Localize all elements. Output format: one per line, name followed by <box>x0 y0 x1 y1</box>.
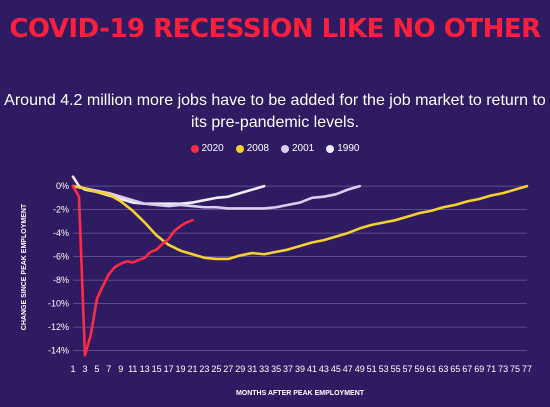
x-tick-label: 73 <box>498 364 508 374</box>
x-tick-label: 57 <box>403 364 413 374</box>
series-line-1990 <box>71 175 266 206</box>
x-axis-title: MONTHS AFTER PEAK EMPLOYMENT <box>236 390 365 397</box>
x-tick-label: 59 <box>414 364 424 374</box>
x-tick-label: 5 <box>94 364 99 374</box>
x-tick-label: 55 <box>391 364 401 374</box>
x-tick-label: 69 <box>474 364 484 374</box>
series-lines <box>71 175 529 357</box>
x-tick-label: 47 <box>343 364 353 374</box>
legend-label: 2020 <box>201 143 224 154</box>
legend-label: 2001 <box>292 143 315 154</box>
gridlines <box>73 185 527 352</box>
x-tick-label: 41 <box>307 364 317 374</box>
x-tick-label: 31 <box>247 364 257 374</box>
x-tick-label: 3 <box>82 364 87 374</box>
y-tick-label: -10% <box>48 299 69 309</box>
x-tick-label: 53 <box>379 364 389 374</box>
legend-swatch <box>190 144 199 153</box>
y-tick-label: 0% <box>56 181 69 191</box>
x-tick-label: 7 <box>106 364 111 374</box>
x-tick-label: 77 <box>522 364 532 374</box>
x-tick-label: 15 <box>152 364 162 374</box>
legend-swatch <box>235 144 244 153</box>
y-tick-label: -14% <box>48 346 69 356</box>
x-tick-label: 67 <box>462 364 472 374</box>
series-line-2008 <box>71 184 529 261</box>
legend-item-1990: 1990 <box>326 143 360 154</box>
x-tick-label: 11 <box>128 364 137 374</box>
y-tick-label: -8% <box>53 275 69 285</box>
y-tick-label: -12% <box>48 322 69 332</box>
x-tick-label: 21 <box>187 364 197 374</box>
y-tick-labels: 0% -2% -4% -6% -8% -10% -12% -14% <box>48 181 69 356</box>
x-tick-label: 17 <box>164 364 174 374</box>
x-tick-label: 45 <box>331 364 341 374</box>
x-tick-label: 19 <box>176 364 186 374</box>
x-tick-label: 1 <box>70 364 75 374</box>
chart-title: COVID-19 RECESSION LIKE NO OTHER <box>9 14 541 44</box>
chart-subtitle: Around 4.2 million more jobs have to be … <box>4 92 546 131</box>
legend-label: 2008 <box>246 143 269 154</box>
x-tick-label: 65 <box>450 364 460 374</box>
series-line-2020 <box>71 184 194 357</box>
x-tick-label: 27 <box>223 364 233 374</box>
y-axis-title: CHANGE SINCE PEAK EMPLOYMENT <box>21 203 28 330</box>
legend-swatch <box>281 144 289 153</box>
legend: 2020 2008 2001 1990 <box>0 143 550 154</box>
x-tick-label: 9 <box>118 364 123 374</box>
legend-item-2001: 2001 <box>281 143 314 154</box>
x-tick-label: 39 <box>295 364 305 374</box>
legend-item-2008: 2008 <box>235 143 269 154</box>
x-tick-label: 33 <box>259 364 269 374</box>
legend-item-2020: 2020 <box>190 143 224 154</box>
x-tick-label: 13 <box>140 364 150 374</box>
y-tick-label: -6% <box>53 252 69 262</box>
x-tick-labels: 1 3 5 7 9 11 13 15 17 19 21 23 25 27 29 31 33 35 37 39 41 43 4… <box>70 364 532 374</box>
x-tick-label: 35 <box>271 364 281 374</box>
x-tick-label: 25 <box>211 364 221 374</box>
x-tick-label: 37 <box>283 364 293 374</box>
y-tick-label: -2% <box>53 205 69 215</box>
legend-swatch <box>326 144 335 153</box>
x-tick-label: 49 <box>355 364 365 374</box>
x-tick-label: 71 <box>486 364 496 374</box>
legend-label: 1990 <box>337 143 360 154</box>
x-tick-label: 61 <box>426 364 436 374</box>
x-tick-label: 63 <box>438 364 448 374</box>
y-tick-label: -4% <box>53 228 69 238</box>
x-tick-label: 75 <box>510 364 520 374</box>
series-line-2001 <box>71 184 362 210</box>
x-tick-label: 51 <box>367 364 377 374</box>
x-tick-label: 23 <box>199 364 209 374</box>
x-tick-label: 29 <box>235 364 245 374</box>
x-tick-label: 43 <box>319 364 329 374</box>
